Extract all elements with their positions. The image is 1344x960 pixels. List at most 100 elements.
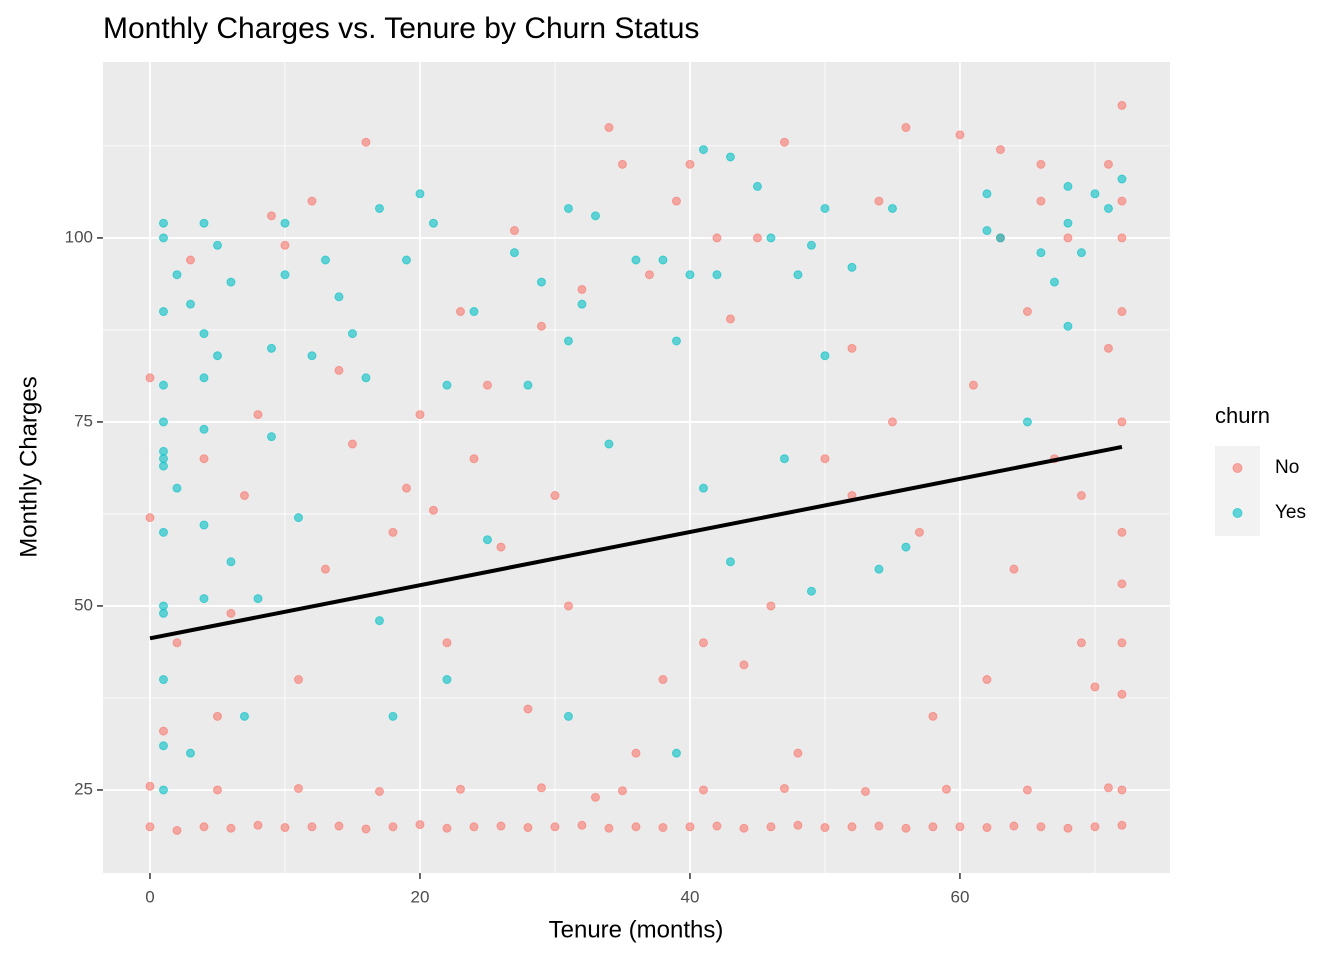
point <box>158 307 168 317</box>
point <box>658 675 668 685</box>
point <box>158 233 168 243</box>
point <box>1117 417 1127 427</box>
point <box>361 824 371 834</box>
point <box>739 660 749 670</box>
point <box>509 248 519 258</box>
point <box>1117 579 1127 589</box>
point <box>1090 822 1100 832</box>
point <box>158 741 168 751</box>
point <box>280 240 290 250</box>
point <box>158 601 168 611</box>
point <box>820 454 830 464</box>
point <box>185 255 195 265</box>
y-axis-title: Monthly Charges <box>15 376 42 557</box>
point <box>1103 159 1113 169</box>
point <box>685 822 695 832</box>
point <box>671 748 681 758</box>
legend-label: Yes <box>1275 502 1306 523</box>
point <box>577 820 587 830</box>
point <box>1022 785 1032 795</box>
point <box>415 820 425 830</box>
point <box>847 262 857 272</box>
point <box>482 380 492 390</box>
point <box>145 373 155 383</box>
point <box>725 152 735 162</box>
point <box>158 785 168 795</box>
point <box>158 417 168 427</box>
point <box>766 233 776 243</box>
point <box>388 822 398 832</box>
x-tick-label: 40 <box>680 887 699 906</box>
point <box>199 373 209 383</box>
point <box>212 785 222 795</box>
point <box>320 255 330 265</box>
point <box>698 483 708 493</box>
point <box>955 822 965 832</box>
point <box>887 417 897 427</box>
x-tick-label: 60 <box>950 887 969 906</box>
point <box>428 505 438 515</box>
point <box>280 823 290 833</box>
point <box>172 638 182 648</box>
point <box>1117 196 1127 206</box>
point <box>1090 189 1100 199</box>
point <box>307 196 317 206</box>
point <box>698 145 708 155</box>
point <box>374 203 384 213</box>
point <box>523 823 533 833</box>
point <box>266 432 276 442</box>
trend-line <box>149 445 1123 641</box>
point <box>199 424 209 434</box>
point <box>995 233 1005 243</box>
point <box>226 823 236 833</box>
point <box>334 365 344 375</box>
point <box>1117 100 1127 110</box>
point <box>158 218 168 228</box>
point <box>199 594 209 604</box>
point <box>563 203 573 213</box>
point <box>604 123 614 133</box>
y-tick-label: 100 <box>65 227 93 246</box>
point <box>1063 181 1073 191</box>
point <box>847 822 857 832</box>
point <box>1063 823 1073 833</box>
point <box>536 783 546 793</box>
legend-label: No <box>1275 457 1299 478</box>
point <box>712 821 722 831</box>
point <box>806 586 816 596</box>
point <box>806 240 816 250</box>
point <box>239 491 249 501</box>
point <box>671 336 681 346</box>
point <box>725 314 735 324</box>
point <box>982 675 992 685</box>
point <box>1117 307 1127 317</box>
x-tick-label: 20 <box>411 887 430 906</box>
point <box>577 299 587 309</box>
point <box>536 277 546 287</box>
point <box>631 748 641 758</box>
point <box>361 373 371 383</box>
point <box>280 270 290 280</box>
point <box>1103 343 1113 353</box>
point <box>388 711 398 721</box>
point <box>226 557 236 567</box>
point <box>388 527 398 537</box>
point <box>698 785 708 795</box>
point <box>172 483 182 493</box>
point <box>617 786 627 796</box>
point <box>1117 638 1127 648</box>
point <box>631 255 641 265</box>
point <box>199 329 209 339</box>
point <box>820 823 830 833</box>
point <box>334 821 344 831</box>
point <box>158 675 168 685</box>
point <box>752 233 762 243</box>
point <box>995 145 1005 155</box>
point <box>199 822 209 832</box>
point <box>779 783 789 793</box>
point <box>1076 248 1086 258</box>
point <box>928 711 938 721</box>
point <box>1117 233 1127 243</box>
chart-title: Monthly Charges vs. Tenure by Churn Stat… <box>103 12 699 45</box>
